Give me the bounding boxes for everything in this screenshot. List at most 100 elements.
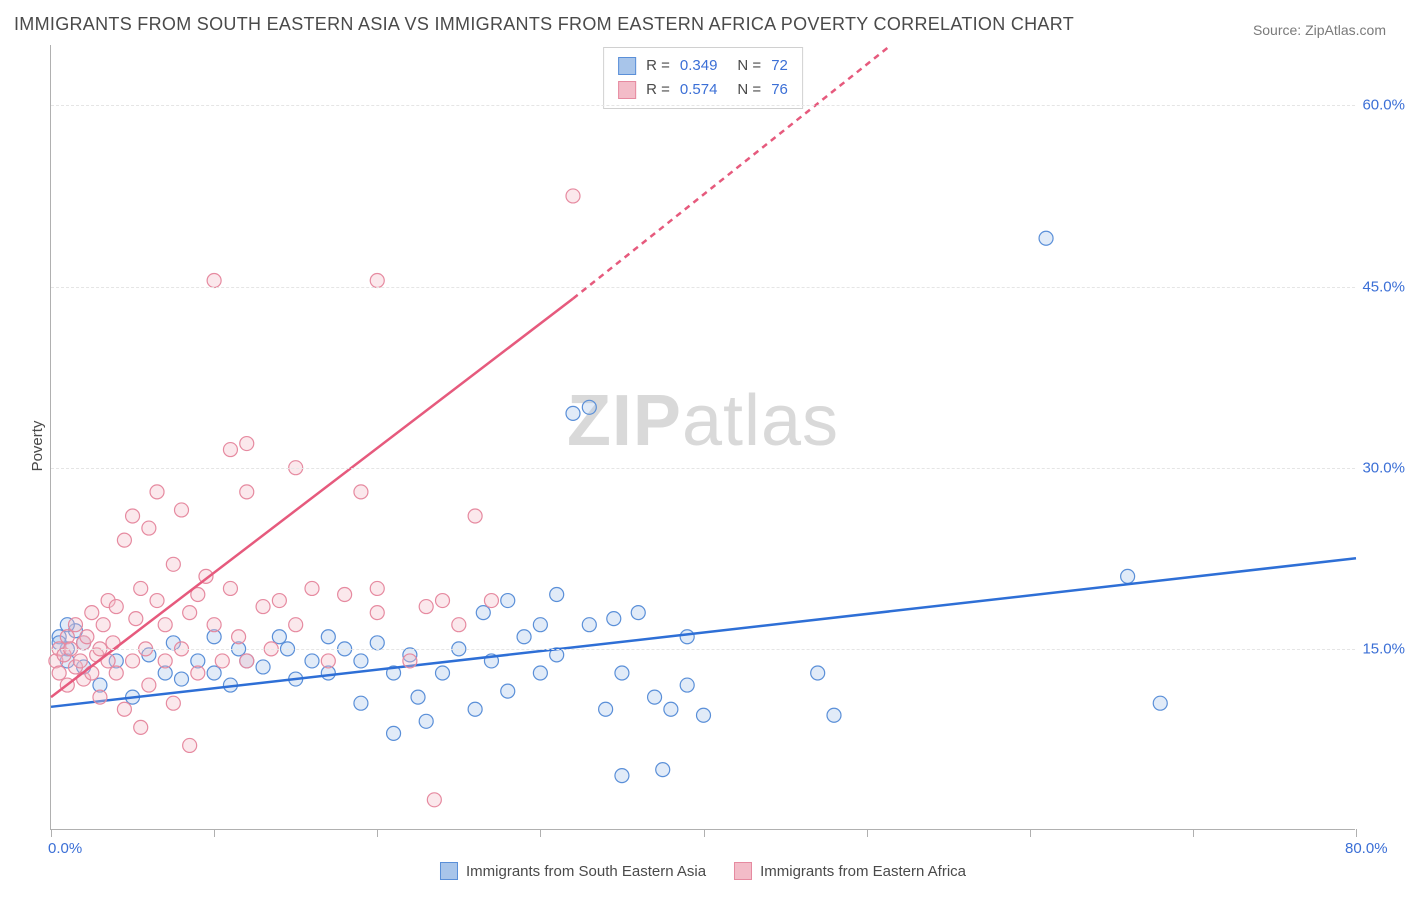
data-point: [175, 672, 189, 686]
legend-swatch: [440, 862, 458, 880]
data-point: [403, 654, 417, 668]
chart-title: IMMIGRANTS FROM SOUTH EASTERN ASIA VS IM…: [14, 14, 1074, 35]
gridline: [51, 287, 1355, 288]
data-point: [106, 636, 120, 650]
data-point: [615, 769, 629, 783]
data-point: [811, 666, 825, 680]
data-point: [85, 606, 99, 620]
legend-item: Immigrants from South Eastern Asia: [440, 862, 706, 880]
y-tick-label: 15.0%: [1359, 640, 1405, 657]
data-point: [566, 189, 580, 203]
data-point: [582, 400, 596, 414]
data-point: [166, 557, 180, 571]
data-point: [354, 696, 368, 710]
data-point: [1153, 696, 1167, 710]
gridline: [51, 105, 1355, 106]
n-label: N =: [737, 78, 761, 102]
n-value: 72: [771, 54, 788, 78]
data-point: [1039, 231, 1053, 245]
data-point: [289, 618, 303, 632]
x-tick: [1193, 829, 1194, 837]
data-point: [582, 618, 596, 632]
correlation-row: R =0.349N =72: [618, 54, 788, 78]
data-point: [126, 509, 140, 523]
data-point: [256, 660, 270, 674]
data-point: [150, 485, 164, 499]
data-point: [680, 678, 694, 692]
source-attribution: Source: ZipAtlas.com: [1253, 22, 1386, 38]
data-point: [436, 594, 450, 608]
data-point: [607, 612, 621, 626]
scatter-svg: [51, 45, 1355, 829]
data-point: [680, 630, 694, 644]
data-point: [256, 600, 270, 614]
data-point: [109, 666, 123, 680]
data-point: [272, 594, 286, 608]
data-point: [476, 606, 490, 620]
data-point: [207, 666, 221, 680]
r-label: R =: [646, 78, 670, 102]
data-point: [134, 720, 148, 734]
x-tick: [704, 829, 705, 837]
data-point: [1121, 569, 1135, 583]
data-point: [452, 618, 466, 632]
n-value: 76: [771, 78, 788, 102]
data-point: [232, 630, 246, 644]
x-tick: [540, 829, 541, 837]
trend-line: [51, 558, 1356, 707]
data-point: [93, 690, 107, 704]
data-point: [109, 600, 123, 614]
data-point: [419, 714, 433, 728]
x-tick: [867, 829, 868, 837]
data-point: [387, 726, 401, 740]
data-point: [664, 702, 678, 716]
correlation-row: R =0.574N =76: [618, 78, 788, 102]
data-point: [305, 581, 319, 595]
data-point: [501, 594, 515, 608]
data-point: [158, 618, 172, 632]
bottom-legend: Immigrants from South Eastern Asia Immigr…: [440, 862, 966, 880]
data-point: [85, 666, 99, 680]
data-point: [419, 600, 433, 614]
x-tick: [1030, 829, 1031, 837]
data-point: [370, 636, 384, 650]
data-point: [550, 588, 564, 602]
data-point: [354, 485, 368, 499]
data-point: [631, 606, 645, 620]
data-point: [370, 581, 384, 595]
data-point: [207, 618, 221, 632]
data-point: [566, 406, 580, 420]
plot-area: ZIPatlas R =0.349N =72R =0.574N =76 15.0…: [50, 45, 1355, 830]
data-point: [321, 630, 335, 644]
data-point: [126, 654, 140, 668]
x-axis-max-label: 80.0%: [1345, 840, 1406, 922]
data-point: [80, 630, 94, 644]
data-point: [517, 630, 531, 644]
data-point: [134, 581, 148, 595]
data-point: [427, 793, 441, 807]
data-point: [533, 666, 547, 680]
data-point: [96, 618, 110, 632]
y-tick-label: 30.0%: [1359, 459, 1405, 476]
x-axis-min-label: 0.0%: [48, 840, 82, 922]
data-point: [117, 702, 131, 716]
data-point: [183, 606, 197, 620]
x-tick: [377, 829, 378, 837]
data-point: [150, 594, 164, 608]
gridline: [51, 649, 1355, 650]
data-point: [599, 702, 613, 716]
legend-swatch: [618, 57, 636, 75]
data-point: [240, 437, 254, 451]
data-point: [656, 763, 670, 777]
y-axis-label: Poverty: [29, 421, 46, 472]
y-tick-label: 60.0%: [1359, 97, 1405, 114]
x-tick: [1356, 829, 1357, 837]
legend-label: Immigrants from Eastern Africa: [760, 863, 966, 880]
data-point: [223, 443, 237, 457]
x-tick: [51, 829, 52, 837]
trend-line: [51, 299, 573, 698]
data-point: [411, 690, 425, 704]
legend-item: Immigrants from Eastern Africa: [734, 862, 966, 880]
data-point: [648, 690, 662, 704]
data-point: [175, 503, 189, 517]
